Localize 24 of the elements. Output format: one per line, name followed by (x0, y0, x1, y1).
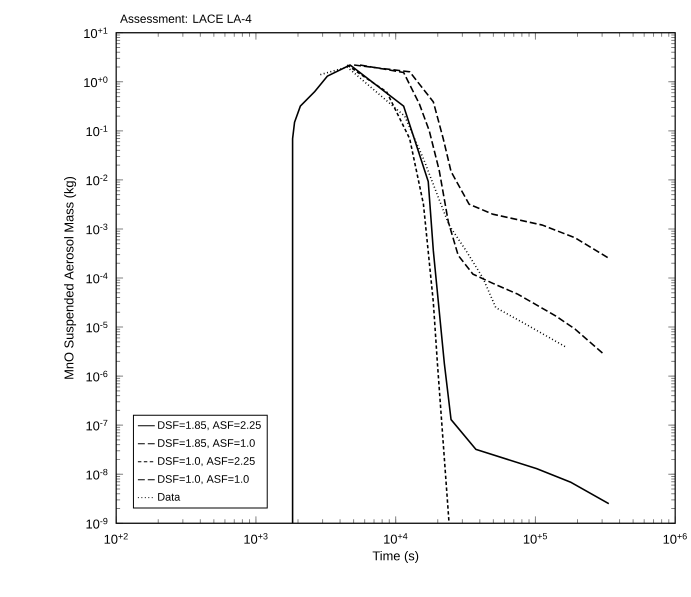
y-axis-title: MnO Suspended Aerosol Mass (kg) (64, 177, 76, 379)
y-tick-label: 10$^{+1}$ (84, 28, 108, 38)
x-tick-label: 10$^{+3}$ (244, 533, 268, 544)
y-tick-label: 10$^{-9}$ (86, 518, 108, 529)
x-tick-label: 10$^{+5}$ (524, 533, 548, 544)
x-tick-label: 10$^{+2}$ (104, 533, 128, 544)
legend-label: DSF=1.85, ASF=2.25 (158, 421, 261, 430)
y-tick-label: 10$^{+0}$ (84, 76, 108, 88)
y-tick-label: 10$^{-1}$ (86, 126, 108, 136)
y-tick-label: 10$^{-7}$ (86, 420, 108, 431)
legend-label: DSF=1.85, ASF=1.0 (158, 439, 255, 448)
y-tick-label: 10$^{-6}$ (86, 370, 108, 382)
y-tick-label: 10$^{-8}$ (86, 468, 108, 480)
y-tick-label: 10$^{-5}$ (86, 322, 108, 333)
legend-label: Data (158, 493, 180, 501)
legend-label: DSF=1.0, ASF=2.25 (158, 457, 255, 466)
x-tick-label: 10$^{+6}$ (664, 533, 687, 544)
chart-title: Assessment: LACE LA-4 (120, 14, 252, 24)
y-tick-label: 10$^{-4}$ (86, 272, 108, 284)
legend-label: DSF=1.0, ASF=1.0 (158, 475, 249, 484)
x-axis-title: Time (s) (372, 551, 418, 564)
y-tick-label: 10$^{-2}$ (86, 174, 108, 186)
y-tick-label: 10$^{-3}$ (86, 224, 108, 234)
x-tick-label: 10$^{+4}$ (384, 533, 408, 544)
